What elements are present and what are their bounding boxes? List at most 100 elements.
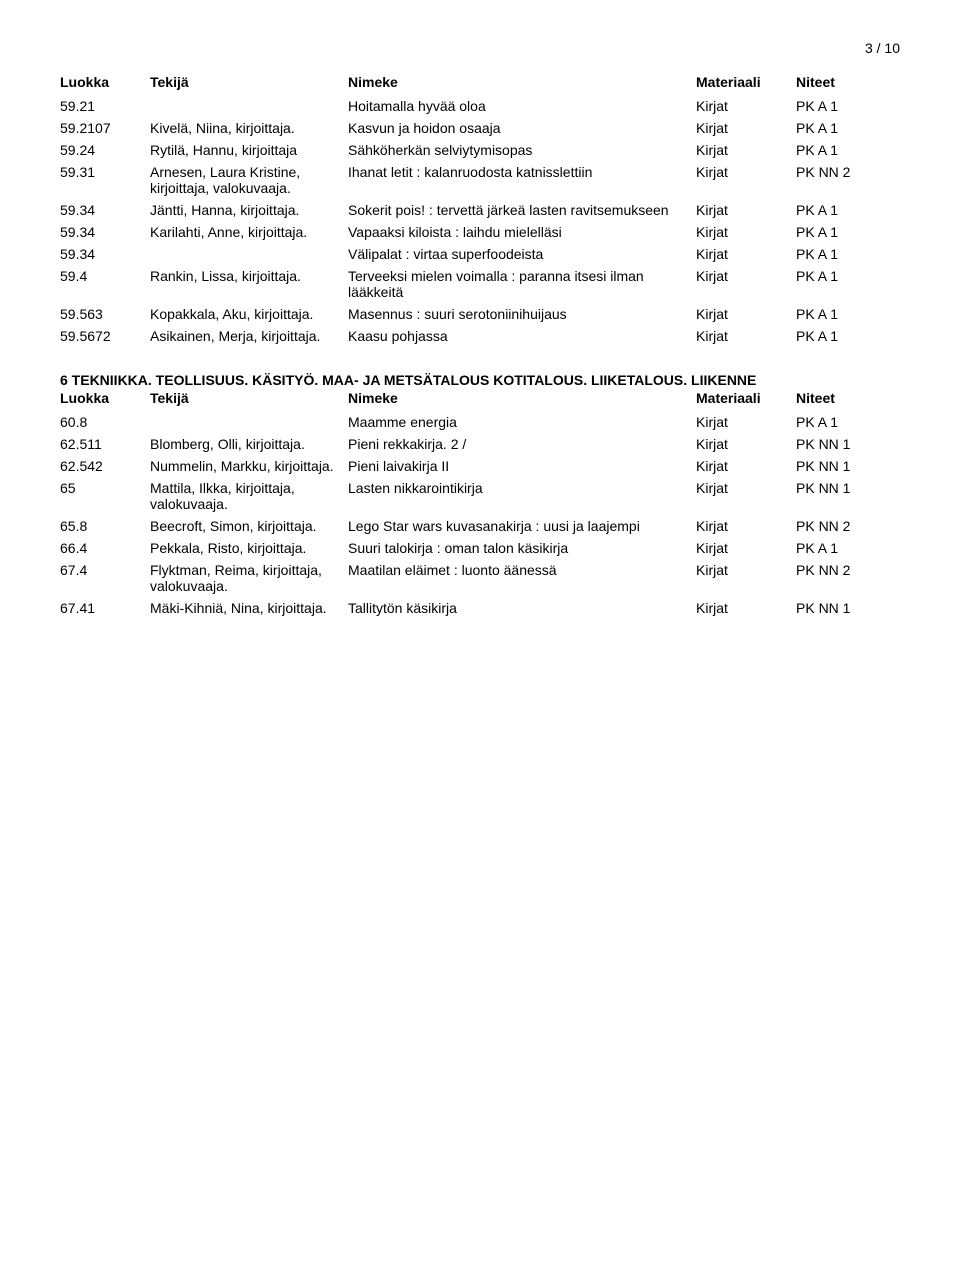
cell-nimeke: Välipalat : virtaa superfoodeista (348, 246, 696, 262)
cell-niteet: PK A 1 (796, 142, 876, 158)
cell-niteet: PK A 1 (796, 224, 876, 240)
cell-luokka: 62.511 (60, 436, 150, 452)
cell-materiaali: Kirjat (696, 306, 796, 322)
cell-luokka: 59.34 (60, 224, 150, 240)
cell-nimeke: Lego Star wars kuvasanakirja : uusi ja l… (348, 518, 696, 534)
cell-niteet: PK A 1 (796, 202, 876, 218)
table2-body: 60.8Maamme energiaKirjatPK A 162.511Blom… (60, 414, 900, 616)
cell-niteet: PK NN 2 (796, 164, 876, 180)
cell-luokka: 59.5672 (60, 328, 150, 344)
cell-luokka: 62.542 (60, 458, 150, 474)
cell-materiaali: Kirjat (696, 246, 796, 262)
cell-luokka: 67.4 (60, 562, 150, 578)
table-row: 65Mattila, Ilkka, kirjoittaja, valokuvaa… (60, 480, 900, 512)
cell-niteet: PK A 1 (796, 306, 876, 322)
cell-tekija: Blomberg, Olli, kirjoittaja. (150, 436, 348, 452)
cell-tekija: Rytilä, Hannu, kirjoittaja (150, 142, 348, 158)
cell-materiaali: Kirjat (696, 328, 796, 344)
cell-nimeke: Ihanat letit : kalanruodosta katnisslett… (348, 164, 696, 180)
cell-niteet: PK NN 1 (796, 480, 876, 496)
cell-tekija: Beecroft, Simon, kirjoittaja. (150, 518, 348, 534)
cell-nimeke: Maamme energia (348, 414, 696, 430)
cell-materiaali: Kirjat (696, 224, 796, 240)
cell-materiaali: Kirjat (696, 600, 796, 616)
cell-luokka: 59.21 (60, 98, 150, 114)
table-row: 59.21 Hoitamalla hyvää oloaKirjatPK A 1 (60, 98, 900, 114)
col-header-nimeke: Nimeke (348, 390, 696, 406)
cell-luokka: 59.563 (60, 306, 150, 322)
cell-materiaali: Kirjat (696, 458, 796, 474)
cell-materiaali: Kirjat (696, 142, 796, 158)
cell-materiaali: Kirjat (696, 518, 796, 534)
cell-nimeke: Sokerit pois! : tervettä järkeä lasten r… (348, 202, 696, 218)
cell-tekija: Asikainen, Merja, kirjoittaja. (150, 328, 348, 344)
table-row: 59.34Karilahti, Anne, kirjoittaja.Vapaak… (60, 224, 900, 240)
cell-materiaali: Kirjat (696, 414, 796, 430)
table-row: 59.4Rankin, Lissa, kirjoittaja.Terveeksi… (60, 268, 900, 300)
cell-niteet: PK NN 1 (796, 458, 876, 474)
col-header-luokka: Luokka (60, 74, 150, 90)
col-header-materiaali: Materiaali (696, 390, 796, 406)
table1-body: 59.21Hoitamalla hyvää oloaKirjatPK A 159… (60, 98, 900, 344)
cell-niteet: PK A 1 (796, 98, 876, 114)
cell-luokka: 65.8 (60, 518, 150, 534)
cell-materiaali: Kirjat (696, 436, 796, 452)
table-row: 67.4Flyktman, Reima, kirjoittaja, valoku… (60, 562, 900, 594)
cell-nimeke: Terveeksi mielen voimalla : paranna itse… (348, 268, 696, 300)
cell-niteet: PK A 1 (796, 540, 876, 556)
table-row: 66.4Pekkala, Risto, kirjoittaja.Suuri ta… (60, 540, 900, 556)
cell-tekija: Mäki-Kihniä, Nina, kirjoittaja. (150, 600, 348, 616)
col-header-niteet: Niteet (796, 74, 876, 90)
cell-tekija: Rankin, Lissa, kirjoittaja. (150, 268, 348, 284)
col-header-niteet: Niteet (796, 390, 876, 406)
table-row: 59.34 Välipalat : virtaa superfoodeistaKi… (60, 246, 900, 262)
table-row: 67.41Mäki-Kihniä, Nina, kirjoittaja.Tall… (60, 600, 900, 616)
cell-tekija: Mattila, Ilkka, kirjoittaja, valokuvaaja… (150, 480, 348, 512)
cell-luokka: 59.31 (60, 164, 150, 180)
cell-niteet: PK NN 2 (796, 518, 876, 534)
page-number: 3 / 10 (60, 40, 900, 56)
col-header-tekija: Tekijä (150, 390, 348, 406)
cell-niteet: PK NN 1 (796, 436, 876, 452)
cell-nimeke: Pieni laivakirja II (348, 458, 696, 474)
cell-niteet: PK A 1 (796, 268, 876, 284)
cell-nimeke: Lasten nikkarointikirja (348, 480, 696, 496)
cell-niteet: PK NN 2 (796, 562, 876, 578)
table-row: 59.34Jäntti, Hanna, kirjoittaja.Sokerit … (60, 202, 900, 218)
cell-tekija: Nummelin, Markku, kirjoittaja. (150, 458, 348, 474)
cell-tekija: Karilahti, Anne, kirjoittaja. (150, 224, 348, 240)
cell-nimeke: Tallitytön käsikirja (348, 600, 696, 616)
cell-nimeke: Maatilan eläimet : luonto äänessä (348, 562, 696, 578)
cell-tekija: Arnesen, Laura Kristine, kirjoittaja, va… (150, 164, 348, 196)
cell-niteet: PK A 1 (796, 246, 876, 262)
cell-niteet: PK A 1 (796, 120, 876, 136)
table-row: 60.8Maamme energiaKirjatPK A 1 (60, 414, 900, 430)
table-row: 59.2107Kivelä, Niina, kirjoittaja.Kasvun… (60, 120, 900, 136)
cell-tekija: Jäntti, Hanna, kirjoittaja. (150, 202, 348, 218)
cell-materiaali: Kirjat (696, 268, 796, 284)
cell-luokka: 59.34 (60, 202, 150, 218)
cell-materiaali: Kirjat (696, 98, 796, 114)
cell-nimeke: Kasvun ja hoidon osaaja (348, 120, 696, 136)
cell-luokka: 59.4 (60, 268, 150, 284)
col-header-nimeke: Nimeke (348, 74, 696, 90)
table-row: 59.31Arnesen, Laura Kristine, kirjoittaj… (60, 164, 900, 196)
table-row: 59.563Kopakkala, Aku, kirjoittaja.Masenn… (60, 306, 900, 322)
section-heading: 6 TEKNIIKKA. TEOLLISUUS. KÄSITYÖ. MAA- J… (60, 372, 900, 388)
table-row: 62.542Nummelin, Markku, kirjoittaja.Pien… (60, 458, 900, 474)
col-header-luokka: Luokka (60, 390, 150, 406)
cell-luokka: 66.4 (60, 540, 150, 556)
cell-niteet: PK A 1 (796, 328, 876, 344)
cell-luokka: 59.24 (60, 142, 150, 158)
cell-materiaali: Kirjat (696, 164, 796, 180)
cell-nimeke: Hoitamalla hyvää oloa (348, 98, 696, 114)
cell-nimeke: Suuri talokirja : oman talon käsikirja (348, 540, 696, 556)
cell-luokka: 59.34 (60, 246, 150, 262)
cell-luokka: 60.8 (60, 414, 150, 430)
cell-materiaali: Kirjat (696, 120, 796, 136)
cell-materiaali: Kirjat (696, 562, 796, 578)
col-header-tekija: Tekijä (150, 74, 348, 90)
cell-luokka: 67.41 (60, 600, 150, 616)
table-row: 65.8Beecroft, Simon, kirjoittaja.Lego St… (60, 518, 900, 534)
cell-luokka: 65 (60, 480, 150, 496)
